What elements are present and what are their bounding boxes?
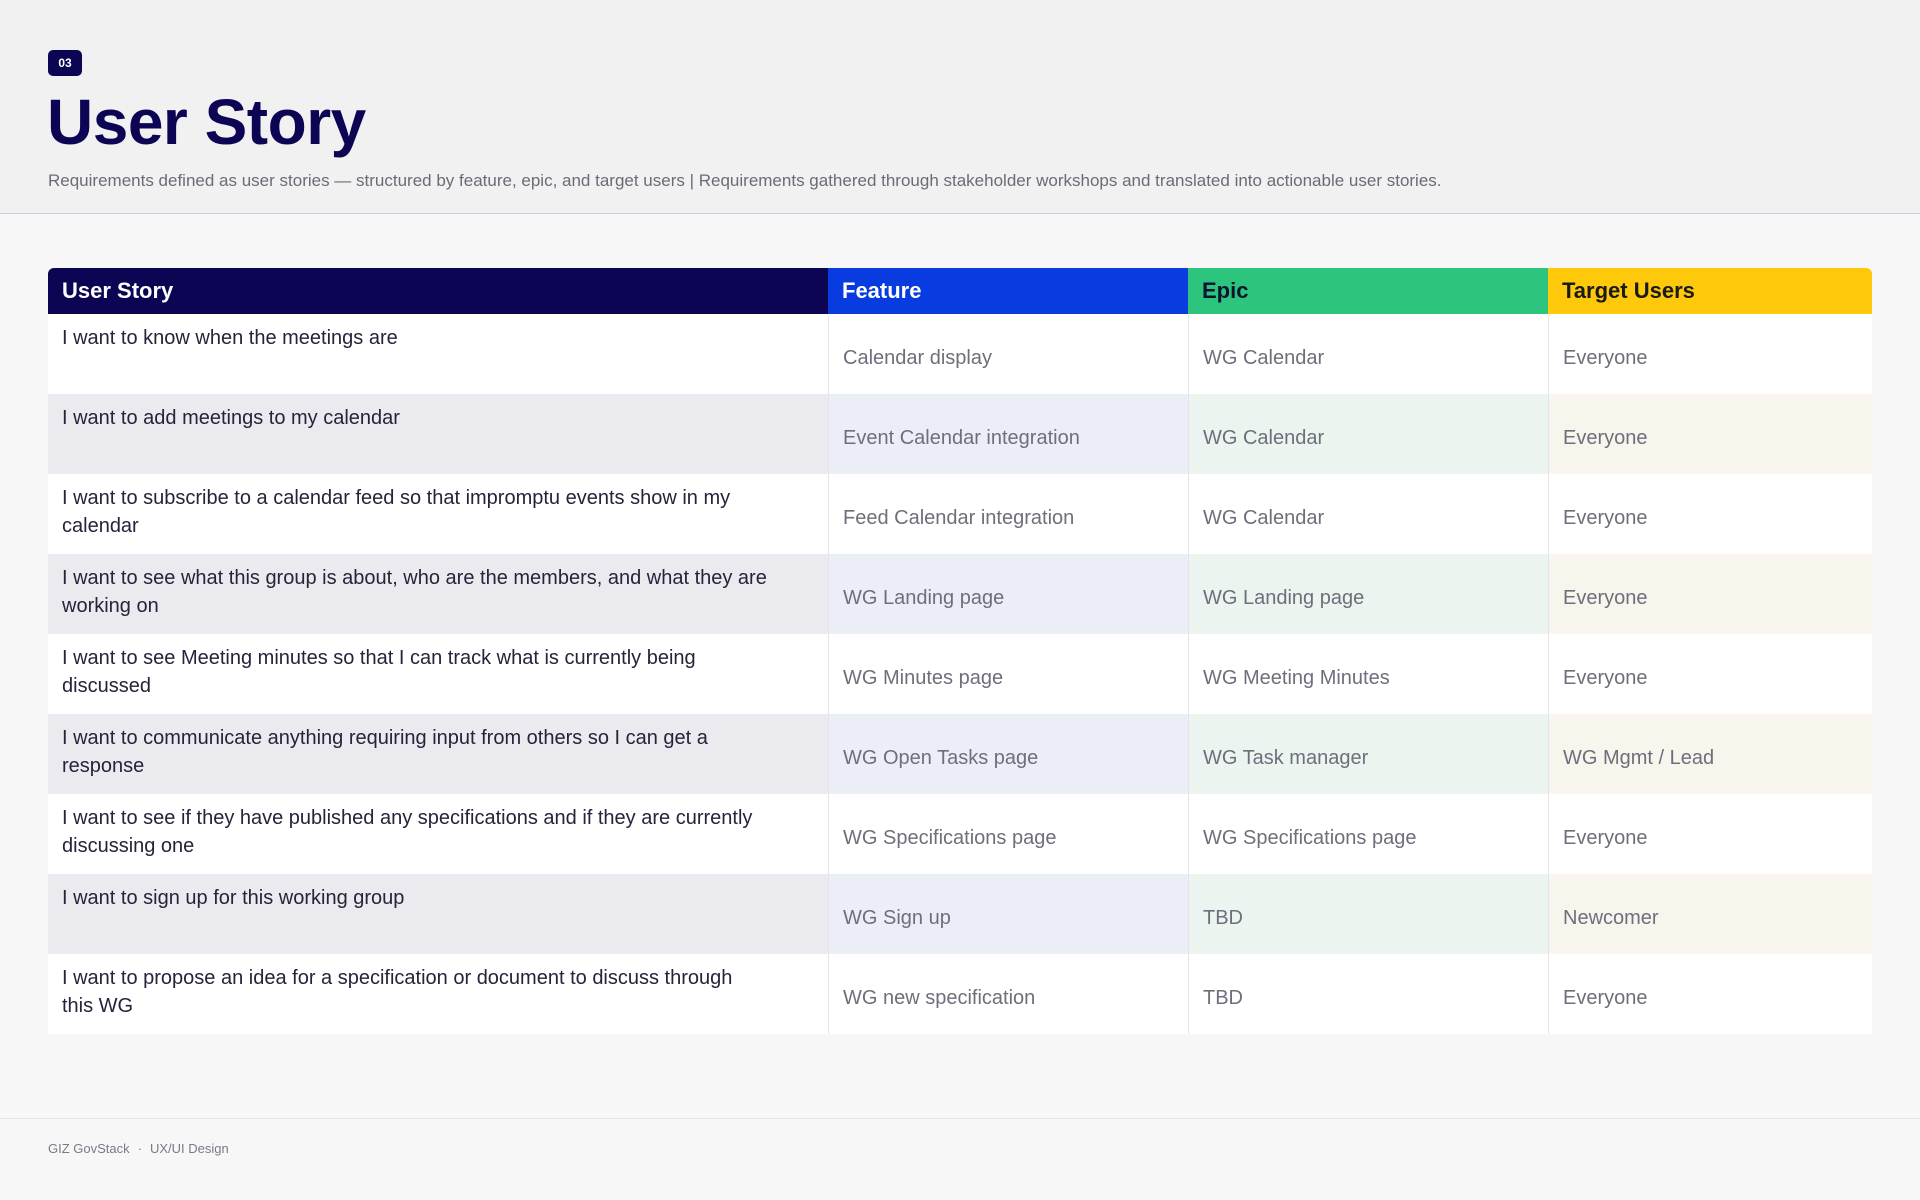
epic-cell: TBD <box>1188 954 1548 1034</box>
epic-cell: WG Meeting Minutes <box>1188 634 1548 714</box>
column-header-epic: Epic <box>1188 268 1548 314</box>
table-row: I want to see what this group is about, … <box>48 554 1872 634</box>
table-row: I want to know when the meetings are Cal… <box>48 314 1872 394</box>
target-users-cell: Everyone <box>1548 634 1872 714</box>
section-number-badge: 03 <box>48 50 82 76</box>
page-subtitle: Requirements defined as user stories — s… <box>48 171 1442 190</box>
target-users-cell: WG Mgmt / Lead <box>1548 714 1872 794</box>
target-users-cell: Newcomer <box>1548 874 1872 954</box>
story-cell: I want to propose an idea for a specific… <box>48 954 828 1034</box>
feature-cell: Calendar display <box>828 314 1188 394</box>
story-cell: I want to communicate anything requiring… <box>48 714 828 794</box>
column-header-user-story: User Story <box>48 268 828 314</box>
story-cell: I want to see what this group is about, … <box>48 554 828 634</box>
feature-cell: WG Sign up <box>828 874 1188 954</box>
feature-cell: Feed Calendar integration <box>828 474 1188 554</box>
epic-cell: WG Task manager <box>1188 714 1548 794</box>
feature-cell: Event Calendar integration <box>828 394 1188 474</box>
epic-cell: WG Specifications page <box>1188 794 1548 874</box>
column-header-target-users: Target Users <box>1548 268 1872 314</box>
feature-cell: WG Landing page <box>828 554 1188 634</box>
target-users-cell: Everyone <box>1548 554 1872 634</box>
table-row: I want to add meetings to my calendar Ev… <box>48 394 1872 474</box>
footer-credits: GIZ GovStack · UX/UI Design <box>48 1141 229 1156</box>
page-footer: GIZ GovStack · UX/UI Design <box>0 1118 1920 1200</box>
story-cell: I want to see if they have published any… <box>48 794 828 874</box>
table-row: I want to see if they have published any… <box>48 794 1872 874</box>
target-users-cell: Everyone <box>1548 954 1872 1034</box>
feature-cell: WG Specifications page <box>828 794 1188 874</box>
footer-separator: · <box>137 1141 142 1156</box>
story-cell: I want to add meetings to my calendar <box>48 394 828 474</box>
story-cell: I want to sign up for this working group <box>48 874 828 954</box>
table-row: I want to communicate anything requiring… <box>48 714 1872 794</box>
table-row: I want to propose an idea for a specific… <box>48 954 1872 1034</box>
feature-cell: WG Open Tasks page <box>828 714 1188 794</box>
target-users-cell: Everyone <box>1548 314 1872 394</box>
column-header-feature: Feature <box>828 268 1188 314</box>
story-cell: I want to see Meeting minutes so that I … <box>48 634 828 714</box>
page-title: User Story <box>47 86 366 158</box>
epic-cell: WG Landing page <box>1188 554 1548 634</box>
table-row: I want to see Meeting minutes so that I … <box>48 634 1872 714</box>
epic-cell: WG Calendar <box>1188 394 1548 474</box>
footer-org: GIZ GovStack <box>48 1141 130 1156</box>
story-cell: I want to know when the meetings are <box>48 314 828 394</box>
target-users-cell: Everyone <box>1548 474 1872 554</box>
target-users-cell: Everyone <box>1548 394 1872 474</box>
footer-dept: UX/UI Design <box>149 1141 229 1156</box>
page-header: 03 User Story Requirements defined as us… <box>0 0 1920 214</box>
feature-cell: WG Minutes page <box>828 634 1188 714</box>
table-header-row: User Story Feature Epic Target Users <box>48 268 1872 314</box>
story-cell: I want to subscribe to a calendar feed s… <box>48 474 828 554</box>
table-row: I want to sign up for this working group… <box>48 874 1872 954</box>
epic-cell: WG Calendar <box>1188 314 1548 394</box>
feature-cell: WG new specification <box>828 954 1188 1034</box>
epic-cell: WG Calendar <box>1188 474 1548 554</box>
epic-cell: TBD <box>1188 874 1548 954</box>
table-row: I want to subscribe to a calendar feed s… <box>48 474 1872 554</box>
target-users-cell: Everyone <box>1548 794 1872 874</box>
user-story-table: User Story Feature Epic Target Users I w… <box>48 268 1872 1034</box>
